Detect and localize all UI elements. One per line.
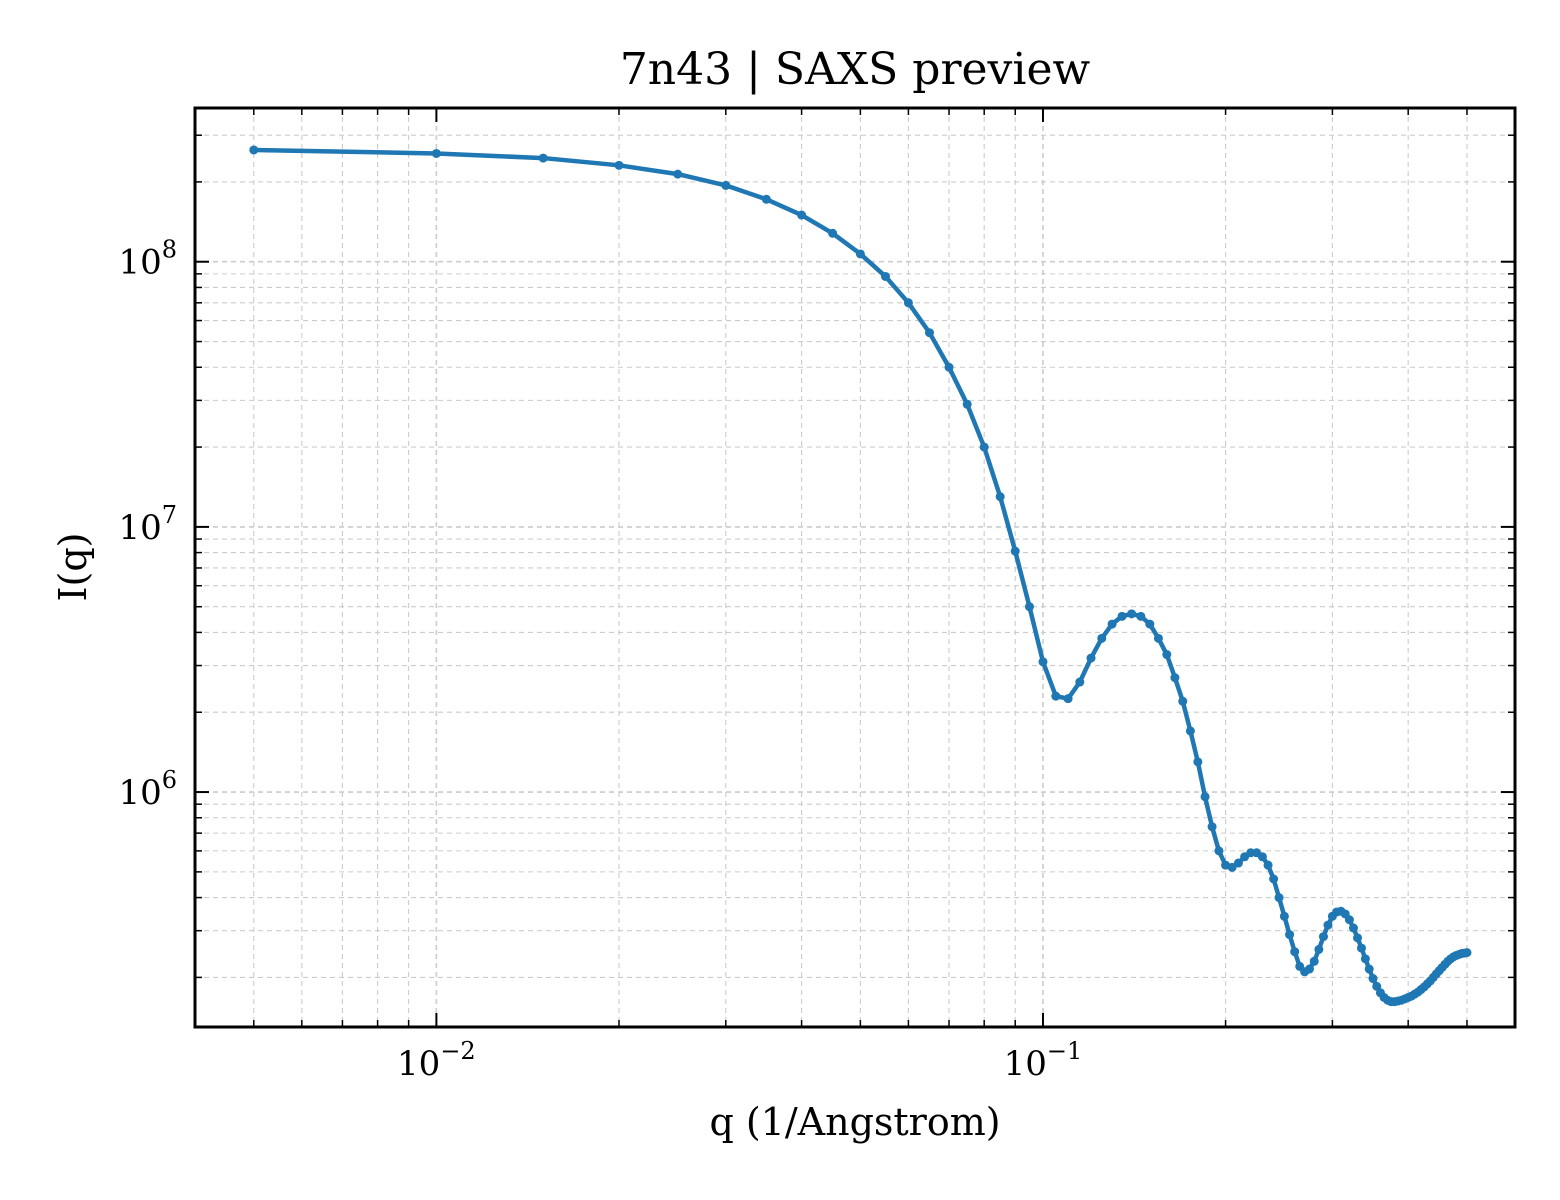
data-point [903, 298, 913, 308]
data-point [1178, 696, 1188, 706]
tick-labels: 10−2 10−1 106 107 108 [118, 236, 1082, 1084]
data-point [1038, 657, 1048, 667]
data-point [1318, 932, 1328, 942]
data-point [1097, 633, 1107, 643]
data-point [1086, 653, 1096, 663]
data-point [1263, 860, 1273, 870]
data-point [1274, 893, 1284, 903]
data-point [1127, 609, 1137, 619]
data-point [1024, 602, 1034, 612]
data-point [1462, 948, 1472, 958]
data-point [1214, 846, 1224, 856]
chart-title: 7n43 | SAXS preview [620, 44, 1091, 95]
data-point [1353, 933, 1363, 943]
data-point [1348, 923, 1358, 933]
data-point [1227, 862, 1237, 872]
y-tick-label: 106 [118, 766, 177, 813]
data-point [797, 210, 807, 220]
data-point [1185, 726, 1195, 736]
x-tick-label: 10−2 [397, 1037, 476, 1084]
data-point [1010, 546, 1020, 556]
data-point [995, 492, 1005, 502]
data-point [1356, 943, 1366, 953]
data-point [828, 228, 838, 238]
data-point [1364, 964, 1374, 974]
data-point [614, 160, 624, 170]
data-point [1193, 757, 1203, 767]
data-point [1107, 619, 1117, 629]
grid-lines [194, 108, 1515, 1027]
data-point [249, 145, 259, 155]
data-point [721, 180, 731, 190]
data-point [1360, 954, 1370, 964]
data-point [855, 249, 865, 259]
data-point [1314, 944, 1324, 954]
data-point [1290, 947, 1300, 957]
data-point [1051, 691, 1061, 701]
data-point [1162, 650, 1172, 660]
data-point [1279, 911, 1289, 921]
data-point [1269, 874, 1279, 884]
data-point [431, 148, 441, 158]
data-point [1136, 611, 1146, 621]
data-point [962, 399, 972, 409]
data-point [1145, 619, 1155, 629]
data-point [1207, 822, 1217, 832]
data-point [1075, 677, 1085, 687]
data-point [979, 442, 989, 452]
y-axis-label: I(q) [51, 533, 95, 602]
data-point [1257, 852, 1267, 862]
data-point [944, 362, 954, 372]
data-point [1309, 956, 1319, 966]
data-point [880, 271, 890, 281]
y-tick-label: 108 [118, 236, 177, 283]
series-layer [249, 145, 1472, 1007]
data-point [1368, 974, 1378, 984]
data-point [1117, 611, 1127, 621]
x-tick-label: 10−1 [1004, 1037, 1083, 1084]
data-point [761, 194, 771, 204]
x-axis-label: q (1/Angstrom) [709, 1100, 1000, 1144]
data-point [1285, 930, 1295, 940]
data-point [924, 328, 934, 338]
data-point [1304, 964, 1314, 974]
tick-marks [194, 108, 1515, 1027]
data-point [1153, 633, 1163, 643]
data-point [538, 153, 548, 163]
data-point [673, 169, 683, 179]
data-point [1200, 792, 1210, 802]
data-point [1344, 915, 1354, 925]
data-point [1233, 858, 1243, 868]
data-point [1063, 694, 1073, 704]
data-point [1170, 673, 1180, 683]
data-point [1323, 920, 1333, 930]
y-tick-label: 107 [118, 501, 177, 548]
